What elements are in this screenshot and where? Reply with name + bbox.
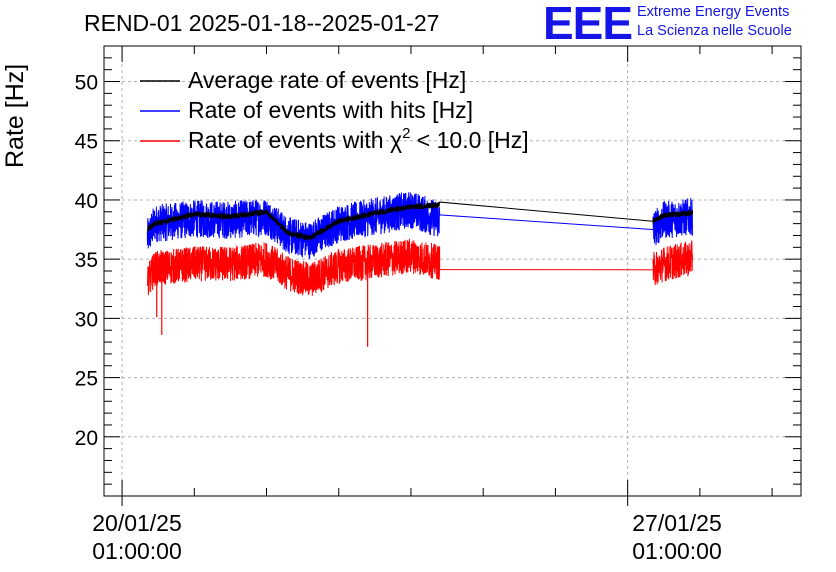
logo-caption: Extreme Energy Events La Scienza nelle S… [637, 3, 792, 41]
series-layer [146, 192, 693, 347]
series-0 [146, 201, 693, 242]
y-axis-label: Rate [Hz] [1, 63, 29, 168]
legend-label-2-suffix: < 10.0 [Hz] [410, 127, 528, 153]
x-tick-label-0: 20/01/25 01:00:00 [82, 509, 192, 565]
x-tick-label-1-date: 27/01/25 [632, 510, 722, 536]
legend-label-1: Rate of events with hits [Hz] [188, 97, 473, 123]
y-tick-label-2: 30 [75, 308, 98, 331]
legend-label-2-text: Rate of events with χ [188, 127, 402, 153]
x-tick-label-0-date: 20/01/25 [92, 510, 182, 536]
legend-label-2: Rate of events with χ2 < 10.0 [Hz] [188, 125, 529, 153]
logo-caption-line2: La Scienza nelle Scuole [637, 23, 792, 39]
legend: Average rate of events [Hz] Rate of event… [140, 67, 529, 153]
legend-label-0-text: Average rate of events [Hz] [188, 67, 466, 93]
legend-label-0: Average rate of events [Hz] [188, 67, 466, 93]
axis-ticks [104, 46, 801, 506]
y-tick-label-0: 20 [75, 427, 98, 450]
series-2 [146, 238, 693, 347]
logo-caption-line1: Extreme Energy Events [637, 4, 790, 20]
y-tick-label-3: 35 [75, 249, 98, 272]
series-line-0 [146, 201, 693, 242]
x-tick-label-1-time: 01:00:00 [632, 538, 722, 564]
legend-label-1-text: Rate of events with hits [Hz] [188, 97, 473, 123]
x-tick-label-1: 27/01/25 01:00:00 [622, 509, 732, 565]
series-line-2 [146, 238, 693, 296]
y-tick-labels: 20 25 30 35 40 45 50 [75, 72, 98, 450]
y-tick-label-1: 25 [75, 368, 98, 391]
y-tick-label-6: 50 [75, 72, 98, 95]
x-tick-label-0-time: 01:00:00 [92, 538, 182, 564]
y-tick-label-5: 45 [75, 131, 98, 154]
y-tick-label-4: 40 [75, 190, 98, 213]
chart-title: REND-01 2025-01-18--2025-01-27 [84, 10, 440, 36]
eee-logo: EEE [543, 0, 633, 49]
legend-label-2-superscript: 2 [402, 125, 410, 142]
